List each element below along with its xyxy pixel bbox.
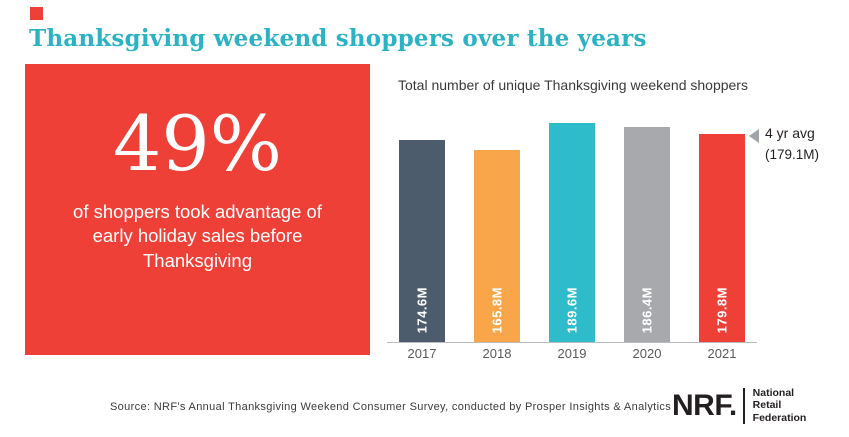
logo-org-line: Federation: [752, 411, 807, 424]
nrf-logo: NRF. National Retail Federation: [672, 387, 806, 424]
x-axis-label-2020: 2020: [632, 346, 662, 361]
stat-panel: 49% of shoppers took advantage of early …: [25, 64, 370, 355]
bar-plot: 4 yr avg (179.1M) 174.6M 165.8M 189.6M 186.…: [385, 120, 849, 343]
x-axis-label-2021: 2021: [707, 346, 737, 361]
bar-chart: Total number of unique Thanksgiving week…: [385, 75, 849, 370]
chart-title: Total number of unique Thanksgiving week…: [398, 77, 748, 93]
nrf-logo-org: National Retail Federation: [753, 387, 807, 424]
stat-value: 49%: [113, 99, 282, 188]
bar-value-label: 189.6M: [564, 286, 580, 333]
bar-value-label: 186.4M: [639, 286, 655, 333]
x-axis-label-2019: 2019: [557, 346, 587, 361]
page-title: Thanksgiving weekend shoppers over the y…: [29, 25, 647, 52]
bar-2020: 186.4M: [624, 127, 670, 342]
nrf-logo-brand: NRF.: [672, 388, 737, 422]
x-axis-label-2018: 2018: [482, 346, 512, 361]
avg-value: (179.1M): [765, 147, 820, 162]
bar-2019: 189.6M: [549, 123, 595, 342]
avg-annotation: 4 yr avg (179.1M): [749, 125, 819, 162]
bar-2017: 174.6M: [399, 140, 445, 342]
avg-label: 4 yr avg: [765, 125, 815, 141]
bar-value-label: 174.6M: [414, 286, 430, 333]
x-axis-labels: 2017 2018 2019 2020 2021: [385, 346, 849, 364]
source-text: Source: NRF's Annual Thanksgiving Weeken…: [110, 401, 672, 413]
avg-annotation-text: 4 yr avg (179.1M): [765, 125, 819, 162]
bar-value-label: 165.8M: [489, 286, 505, 333]
bar-value-label: 179.8M: [714, 286, 730, 333]
x-axis-label-2017: 2017: [407, 346, 437, 361]
stat-description: of shoppers took advantage of early holi…: [73, 200, 322, 271]
logo-org-line: National: [752, 387, 795, 399]
logo-org-line: Retail: [752, 399, 782, 412]
accent-square: [30, 7, 43, 20]
bar-2021: 179.8M: [699, 134, 745, 342]
bar-2018: 165.8M: [474, 150, 520, 342]
x-axis-line: [387, 342, 757, 343]
logo-divider: [742, 387, 745, 424]
left-arrow-icon: [749, 129, 759, 143]
